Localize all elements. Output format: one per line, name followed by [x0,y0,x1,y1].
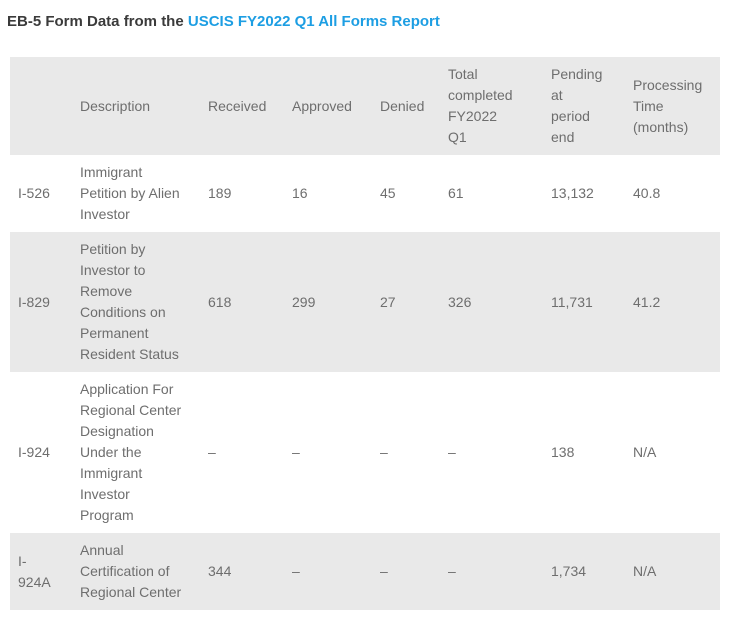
cell-description: Petition by Investor to Remove Condition… [80,241,179,362]
page-title-text: EB-5 Form Data from the [7,13,188,30]
cell-denied: – [380,444,388,460]
cell-total-completed: 326 [448,293,472,310]
table-body: I-526 Immigrant Petition by Alien Invest… [10,155,720,610]
column-header-received: Received [200,57,284,155]
cell-processing-time: N/A [633,563,657,579]
cell-description: Annual Certification of Regional Center [80,542,182,600]
cell-denied: 45 [380,185,396,201]
cell-received: 344 [208,563,232,579]
cell-pending: 138 [551,444,575,460]
cell-processing-time: 40.8 [633,185,661,201]
table-row-i829: I-829 Petition by Investor to Remove Con… [10,232,720,372]
cell-denied: – [380,563,388,579]
cell-code: I-924 [18,444,50,460]
cell-processing-time: 41.2 [633,293,661,310]
cell-approved: 299 [292,293,316,310]
table-row-i526: I-526 Immigrant Petition by Alien Invest… [10,155,720,232]
cell-code: I-829 [18,293,50,310]
cell-total-completed: – [448,444,456,460]
cell-total-completed: – [448,563,456,579]
cell-received: 189 [208,185,232,201]
page-title: EB-5 Form Data from the USCIS FY2022 Q1 … [7,13,733,31]
cell-processing-time: N/A [633,444,657,460]
header-row: Description Received Approved Denied Tot… [10,57,720,155]
cell-pending: 1,734 [551,563,587,579]
cell-received: – [208,444,216,460]
cell-denied: 27 [380,293,396,310]
column-header-processing-time: Processing Time (months) [625,57,720,155]
form-data-table: Description Received Approved Denied Tot… [10,57,720,610]
column-header-denied: Denied [372,57,440,155]
report-link[interactable]: USCIS FY2022 Q1 All Forms Report [187,13,440,30]
table-header: Description Received Approved Denied Tot… [10,57,720,155]
cell-approved: – [292,563,300,579]
cell-description: Immigrant Petition by Alien Investor [80,164,180,222]
column-header-code [10,57,72,155]
cell-received: 618 [208,293,232,310]
column-header-total-completed: Total completed FY2022 Q1 [440,57,543,155]
column-header-approved: Approved [284,57,372,155]
cell-approved: 16 [292,185,308,201]
column-header-pending: Pending at period end [543,57,625,155]
cell-approved: – [292,444,300,460]
cell-total-completed: 61 [448,185,464,201]
cell-code: I- 924A [18,552,51,590]
cell-pending: 13,132 [551,185,594,201]
table-row-i924: I-924 Application For Regional Center De… [10,372,720,533]
column-header-description: Description [72,57,200,155]
cell-pending: 11,731 [551,293,593,310]
cell-description: Application For Regional Center Designat… [80,381,182,523]
table-row-i924a: I- 924A Annual Certification of Regional… [10,533,720,610]
cell-code: I-526 [18,185,50,201]
